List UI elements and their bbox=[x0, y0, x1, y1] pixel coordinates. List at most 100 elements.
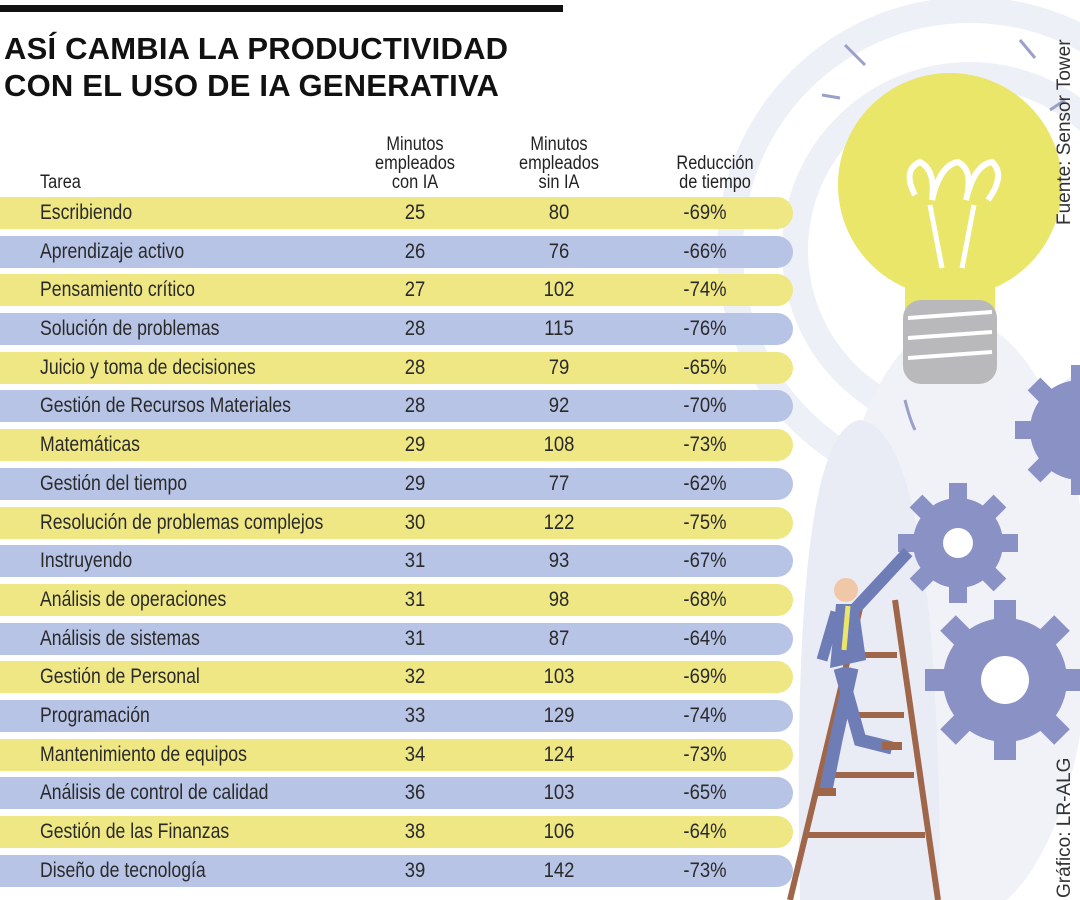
cell-sin-ia: 80 bbox=[548, 201, 570, 224]
cell-reduccion: -65% bbox=[683, 355, 727, 379]
cell-task: Análisis de sistemas bbox=[40, 626, 200, 650]
cell-task: Instruyendo bbox=[40, 549, 133, 573]
cell-task: Pensamiento crítico bbox=[40, 278, 195, 302]
cell-reduccion: -69% bbox=[683, 201, 727, 224]
row-band bbox=[0, 313, 793, 346]
cell-task: Aprendizaje activo bbox=[40, 239, 185, 263]
cell-con-ia: 36 bbox=[404, 781, 426, 805]
cell-sin-ia: 108 bbox=[543, 433, 575, 457]
cell-con-ia: 31 bbox=[404, 626, 426, 650]
cell-task: Matemáticas bbox=[40, 433, 140, 457]
cell-con-ia: 30 bbox=[404, 510, 426, 534]
header-reduccion: Reducción de tiempo bbox=[676, 153, 754, 193]
cell-con-ia: 32 bbox=[404, 665, 426, 689]
row-band bbox=[0, 467, 793, 500]
graphic-credit: Gráfico: LR-ALG bbox=[1054, 757, 1075, 898]
table-row: Gestión de las Finanzas 38 106 -64% bbox=[0, 813, 800, 852]
cell-con-ia: 26 bbox=[404, 239, 426, 263]
gear-icon-large bbox=[925, 600, 1080, 760]
cell-reduccion: -69% bbox=[683, 665, 727, 689]
table-row: Programación 33 129 -74% bbox=[0, 697, 800, 736]
row-band bbox=[0, 661, 793, 694]
cell-reduccion: -66% bbox=[683, 239, 727, 263]
table-row: Matemáticas 29 108 -73% bbox=[0, 426, 800, 465]
row-band bbox=[0, 429, 793, 462]
row-band bbox=[0, 390, 793, 423]
title-line-1: ASÍ CAMBIA LA PRODUCTIVIDAD bbox=[4, 31, 509, 66]
cell-task: Diseño de tecnología bbox=[40, 858, 206, 882]
row-band bbox=[0, 816, 793, 848]
cell-reduccion: -62% bbox=[683, 471, 727, 495]
cell-reduccion: -70% bbox=[683, 394, 727, 418]
cell-sin-ia: 103 bbox=[543, 781, 575, 805]
header-task: Tarea bbox=[40, 172, 81, 193]
cell-sin-ia: 102 bbox=[543, 278, 575, 302]
cell-sin-ia: 79 bbox=[548, 355, 570, 379]
table-row: Gestión de Personal 32 103 -69% bbox=[0, 658, 800, 697]
cell-task: Gestión del tiempo bbox=[40, 471, 188, 495]
table-row: Resolución de problemas complejos 30 122 -7… bbox=[0, 504, 800, 543]
row-band bbox=[0, 351, 793, 384]
cell-reduccion: -74% bbox=[683, 278, 727, 302]
cell-task: Solución de problemas bbox=[40, 317, 220, 341]
cell-reduccion: -75% bbox=[683, 510, 727, 534]
cell-sin-ia: 93 bbox=[548, 549, 570, 573]
table-row: Gestión del tiempo 29 77 -62% bbox=[0, 465, 800, 504]
table-row: Escribiendo 25 80 -69% bbox=[0, 194, 800, 233]
cell-con-ia: 31 bbox=[404, 549, 426, 573]
row-band bbox=[0, 854, 793, 887]
cell-con-ia: 39 bbox=[404, 858, 426, 882]
gear-icon-top bbox=[1015, 365, 1080, 495]
cell-con-ia: 28 bbox=[404, 394, 426, 418]
source-note: Fuente: Sensor Tower bbox=[1054, 39, 1075, 225]
cell-task: Escribiendo bbox=[40, 201, 133, 224]
cell-con-ia: 38 bbox=[404, 820, 426, 843]
cell-task: Resolución de problemas complejos bbox=[40, 510, 324, 534]
row-band bbox=[0, 274, 793, 307]
cell-sin-ia: 124 bbox=[543, 742, 575, 766]
cell-sin-ia: 87 bbox=[548, 626, 570, 650]
table-header: Tarea Minutos empleados con IA Minutos e… bbox=[0, 122, 800, 192]
table-row: Análisis de operaciones 31 98 -68% bbox=[0, 581, 800, 620]
cell-reduccion: -67% bbox=[683, 549, 727, 573]
row-band bbox=[0, 583, 793, 616]
cell-reduccion: -73% bbox=[683, 433, 727, 457]
cell-con-ia: 34 bbox=[404, 742, 426, 766]
cell-task: Gestión de Recursos Materiales bbox=[40, 394, 292, 418]
cell-sin-ia: 129 bbox=[543, 703, 575, 727]
cell-con-ia: 25 bbox=[404, 201, 426, 224]
person-climbing bbox=[816, 547, 913, 796]
table-row: Análisis de control de calidad 36 103 -65% bbox=[0, 774, 800, 813]
top-rule bbox=[0, 5, 563, 12]
row-band bbox=[0, 506, 793, 539]
cell-sin-ia: 106 bbox=[543, 820, 575, 843]
row-band bbox=[0, 622, 793, 655]
table-row: Diseño de tecnología 39 142 -73% bbox=[0, 852, 800, 891]
title-line-2: CON EL USO DE IA GENERATIVA bbox=[4, 68, 500, 103]
row-band bbox=[0, 235, 793, 268]
cell-sin-ia: 92 bbox=[548, 394, 570, 418]
cell-sin-ia: 76 bbox=[548, 239, 570, 263]
cell-sin-ia: 103 bbox=[543, 665, 575, 689]
header-con-ia: Minutos empleados con IA bbox=[375, 134, 455, 193]
table-row: Gestión de Recursos Materiales 28 92 -70% bbox=[0, 387, 800, 426]
cell-task: Mantenimiento de equipos bbox=[40, 742, 247, 766]
cell-reduccion: -64% bbox=[683, 820, 727, 843]
row-band bbox=[0, 197, 793, 229]
cell-task: Gestión de las Finanzas bbox=[40, 820, 230, 843]
cell-reduccion: -73% bbox=[683, 858, 727, 882]
cell-sin-ia: 122 bbox=[543, 510, 575, 534]
row-band bbox=[0, 699, 793, 732]
row-band bbox=[0, 738, 793, 771]
lightbulb-gears-illustration bbox=[717, 0, 1080, 900]
row-band bbox=[0, 777, 793, 810]
data-table: Escribiendo 25 80 -69% Aprendizaje activo 26 7… bbox=[0, 194, 800, 890]
gear-icon bbox=[898, 483, 1018, 603]
table-row: Análisis de sistemas 31 87 -64% bbox=[0, 620, 800, 659]
cell-reduccion: -76% bbox=[683, 317, 727, 341]
cell-sin-ia: 115 bbox=[544, 317, 574, 341]
cell-reduccion: -65% bbox=[683, 781, 727, 805]
cell-task: Análisis de control de calidad bbox=[40, 781, 269, 805]
cell-con-ia: 31 bbox=[404, 587, 426, 611]
cell-reduccion: -73% bbox=[683, 742, 727, 766]
